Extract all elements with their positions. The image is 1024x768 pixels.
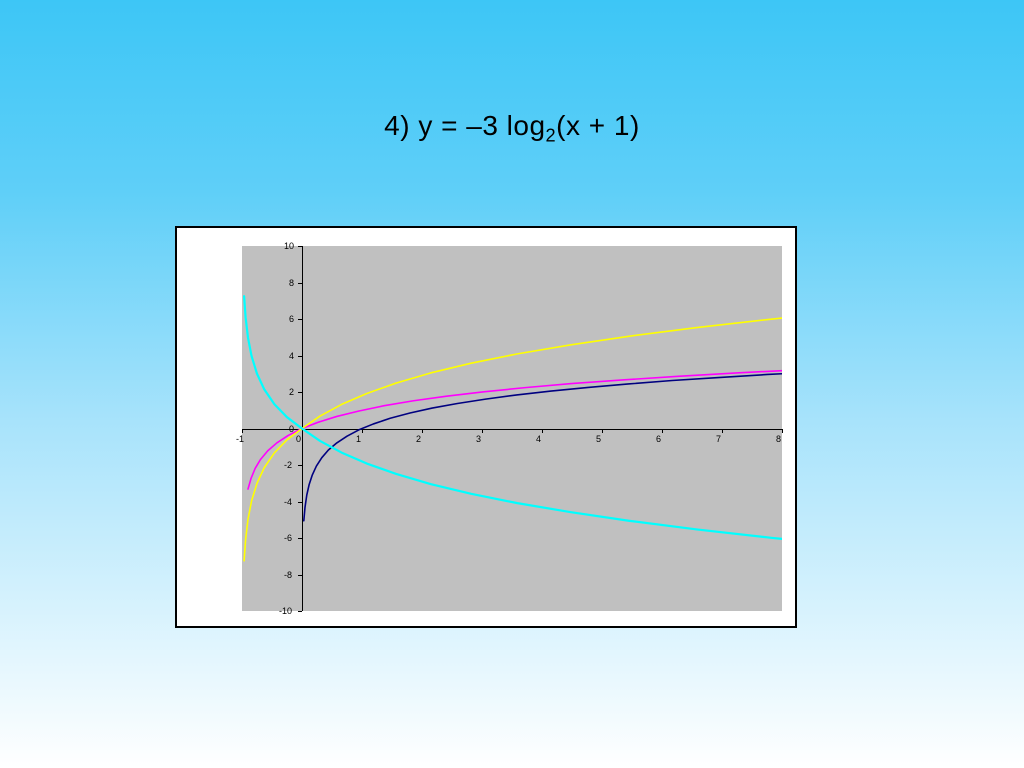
- title-suffix: (x + 1): [556, 110, 640, 141]
- series-navy: [304, 374, 782, 521]
- chart-frame: -1012345678-10-8-6-4-20246810: [175, 226, 797, 628]
- curves-layer: [177, 228, 795, 626]
- series-cyan: [244, 296, 782, 539]
- series-magenta: [248, 371, 782, 489]
- title-subscript: 2: [546, 126, 557, 146]
- slide-background: 4) y = –3 log2(x + 1) -1012345678-10-8-6…: [0, 0, 1024, 768]
- title-prefix: 4) y = –3 log: [384, 110, 545, 141]
- series-yellow: [244, 318, 782, 561]
- slide-title: 4) y = –3 log2(x + 1): [0, 110, 1024, 147]
